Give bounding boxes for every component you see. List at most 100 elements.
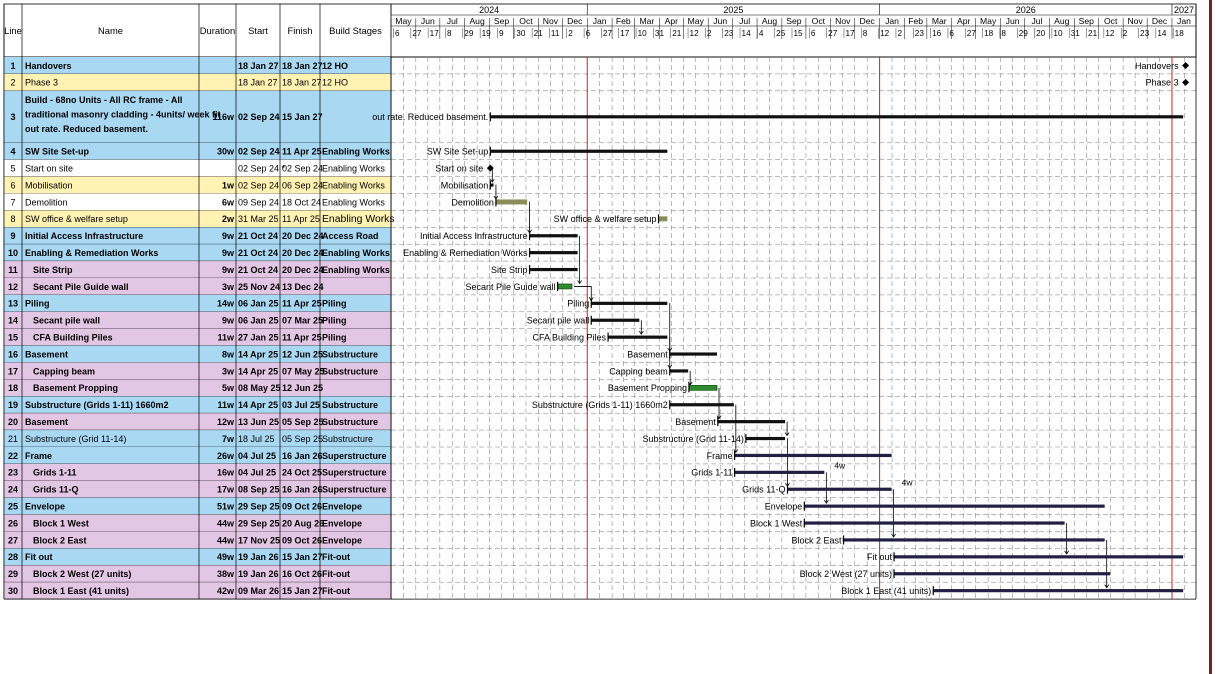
cell-finish: 07 May 25 [282,366,325,376]
cell-name: Block 1 West [33,518,89,528]
gantt-bar-17[interactable] [669,366,689,376]
cell-duration: 49w [217,552,235,562]
cell-name: Fit out [25,552,53,562]
gantt-bar-16[interactable] [669,349,718,359]
cell-line: 25 [8,501,18,511]
gantt-bar-10[interactable] [528,248,578,258]
gantt-bar-2[interactable] [1182,78,1190,86]
cell-line: 28 [8,552,18,562]
day-tick-label: 29 [1019,29,1029,38]
day-tick-label: 15 [794,29,804,38]
bar-fill [608,335,668,339]
dependency-arrow [577,280,582,285]
month-label: Dec [567,16,583,26]
gantt-bar-6[interactable] [489,180,494,190]
month-label: Jul [447,16,458,26]
gantt-bar-23[interactable] [734,467,825,477]
month-label: Sep [494,16,510,26]
cell-duration: 9w [222,231,235,241]
month-label: Aug [1054,16,1070,26]
table-row[interactable] [4,90,391,144]
cell-stage: Envelope [322,535,362,545]
gantt-bar-30[interactable] [932,586,1184,596]
gantt-bar-9[interactable] [528,231,578,241]
bar-fill [591,301,668,305]
cell-duration: 17w [217,485,235,495]
cell-line: 24 [8,485,18,495]
gantt-bar-5[interactable] [486,164,494,172]
cell-start: 18 Jan 27 [238,61,279,71]
cell-finish: 15 Jan 27 [282,586,323,596]
day-tick-label: 4 [759,29,764,38]
cell-finish: 15 Jan 27 [282,112,323,122]
cell-stage: Substructure [322,434,373,444]
bar-fill [894,555,1184,559]
dependency-arrow [733,449,739,454]
cell-duration: 11w [217,400,235,410]
gantt-bar-29[interactable] [893,569,1111,579]
gantt-bar-8[interactable] [657,214,668,224]
gantt-bar-19[interactable] [669,400,734,410]
gantt-bar-4[interactable] [489,146,668,156]
header-name: Name [98,25,123,36]
bar-label: SW Site Set-up [427,147,489,157]
day-tick-label: 8 [1001,29,1006,38]
bar-fill [804,521,1065,525]
day-tick-label: 27 [412,29,422,38]
month-label: Nov [835,16,851,26]
gantt-bar-13[interactable] [590,298,668,308]
dependency-arrow [891,533,896,538]
cell-name: Handovers [25,61,72,71]
gantt-bar-25[interactable] [803,501,1105,511]
row-bg [4,294,391,312]
bar-label: Basement Propping [608,383,687,393]
cell-name: Basement Propping [33,383,118,393]
milestone-marker [1182,78,1190,86]
bar-fill [933,589,1184,593]
cell-finish: 20 Dec 24 [282,265,324,275]
month-label: Apr [665,16,679,26]
cell-name: Secant pile wall [33,316,100,326]
gantt-bar-27[interactable] [842,535,1105,545]
gantt-bar-15[interactable] [607,332,668,342]
cell-duration: 3w [222,366,235,376]
day-tick-label: 31 [655,29,665,38]
day-tick-label: 25 [776,29,786,38]
row-bg [4,362,391,380]
gantt-bar-11[interactable] [528,265,578,275]
bar-fill [669,403,734,407]
gantt-bar-7[interactable] [495,197,528,207]
cell-stage: Substructure [322,417,378,427]
milestone-marker [1182,61,1190,69]
day-tick-label: 21 [672,29,682,38]
lag-label: 4w [834,460,846,470]
gantt-bar-1[interactable] [1182,61,1190,69]
month-label: Dec [860,16,876,26]
gantt-bar-14[interactable] [590,315,640,325]
gantt-bar-24[interactable] [786,484,892,494]
gantt-bar-22[interactable] [734,450,892,460]
cell-finish: 20 Dec 24 [282,231,324,241]
cell-name: Basement [25,417,68,427]
cell-stage: Piling [322,299,347,309]
gantt-bar-12[interactable] [557,281,573,291]
gantt-bar-26[interactable] [803,518,1065,528]
cell-duration: 42w [217,586,235,596]
row-bg [4,244,391,262]
cell-duration: 2w [222,214,235,224]
bar-fill [557,283,573,290]
cell-finish: 11 Apr 25 [282,332,322,342]
month-label: Oct [1104,16,1118,26]
gantt-bar-3[interactable] [489,112,1184,122]
row-bg [4,345,391,363]
cell-name: Substructure (Grids 1-11) 1660m2 [25,400,169,410]
gantt-bar-20[interactable] [717,417,786,427]
cell-start: 27 Jan 25 [238,332,279,342]
gantt-bar-18[interactable] [688,383,718,393]
gantt-bar-21[interactable] [745,434,786,444]
gantt-bar-28[interactable] [893,552,1184,562]
header-bg [3,3,1197,58]
dependency-arrow [716,415,722,420]
cell-start: 19 Jan 26 [238,552,279,562]
cell-stage: Superstructure [322,468,387,478]
